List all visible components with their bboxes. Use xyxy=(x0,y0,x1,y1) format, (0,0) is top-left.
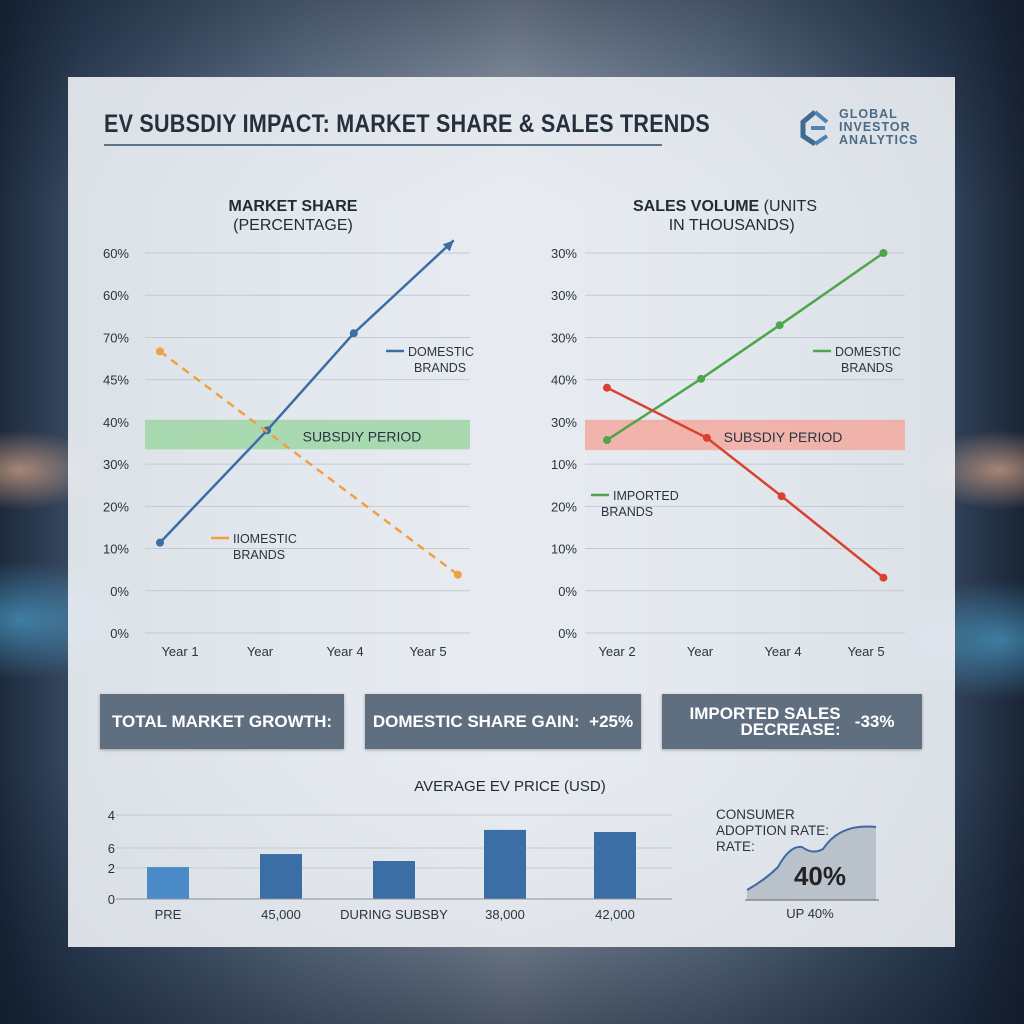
stat-imported-sales-decrease: IMPORTED SALES DECREASE: -33% xyxy=(662,694,922,749)
adoption-sparkline: 40% xyxy=(745,825,879,901)
y-tick-label: 0% xyxy=(110,626,129,641)
legend-label: DOMESTIC xyxy=(408,345,474,359)
y-tick-label: 30% xyxy=(103,457,129,472)
legend-label: IIOMESTIC xyxy=(233,532,297,546)
subsidy-band xyxy=(145,419,470,450)
y-tick-label: 70% xyxy=(103,330,129,345)
sales-volume-title: SALES VOLUME (UNITS IN THOUSANDS) xyxy=(600,197,850,235)
adoption-label-line: CONSUMER xyxy=(716,807,795,822)
y-tick-label: 45% xyxy=(103,373,129,388)
chart-subtitle: (UNITS xyxy=(763,198,817,215)
stat-total-market-growth: TOTAL MARKET GROWTH: xyxy=(100,694,344,749)
chart-subtitle: (PERCENTAGE) xyxy=(233,217,353,234)
data-point xyxy=(156,538,164,547)
logo-line: INVESTOR xyxy=(839,120,911,134)
data-point xyxy=(453,570,462,579)
data-point xyxy=(349,329,358,338)
series-line xyxy=(159,350,459,576)
price-chart-title: AVERAGE EV PRICE (USD) xyxy=(414,778,606,795)
legend-label: BRANDS xyxy=(414,361,466,375)
logo: GLOBAL INVESTOR ANALYTICS xyxy=(797,108,918,147)
logo-icon xyxy=(800,109,829,146)
y-tick-label: 40% xyxy=(103,415,129,430)
x-tick-label: Year 1 xyxy=(161,644,198,659)
stat-label: DECREASE: xyxy=(740,719,841,739)
adoption-value: 40% xyxy=(794,861,846,891)
adoption-area xyxy=(747,826,876,900)
logo-line: ANALYTICS xyxy=(839,133,919,147)
adoption-line xyxy=(746,825,877,891)
series-line xyxy=(159,239,455,544)
y-tick-label: 60% xyxy=(103,288,129,303)
adoption-label-line: ADOPTION RATE: xyxy=(716,823,830,838)
stat-label: TOTAL MARKET GROWTH: xyxy=(111,711,333,731)
logo-line: GLOBAL xyxy=(839,107,898,121)
x-tick-label: Year 4 xyxy=(326,644,363,659)
x-tick-label: Year xyxy=(247,644,274,659)
subsidy-band-label: SUBSDIY PERIOD xyxy=(303,428,422,444)
y-tick-label: 10% xyxy=(103,542,129,557)
legend-label: BRANDS xyxy=(233,548,285,562)
adoption-label: CONSUMER ADOPTION RATE: RATE: xyxy=(716,807,829,855)
y-tick-label: 20% xyxy=(103,499,129,514)
market-share-title: MARKET SHARE (PERCENTAGE) xyxy=(193,197,393,235)
chart-title: MARKET SHARE xyxy=(228,198,358,215)
stat-domestic-share-gain: DOMESTIC SHARE GAIN: +25% xyxy=(365,694,641,749)
stat-label: IMPORTED SALES xyxy=(689,703,841,723)
page-title: EV SUBSDIY IMPACT: MARKET SHARE & SALES … xyxy=(104,110,710,138)
y-tick-label: 60% xyxy=(103,246,129,261)
chart-title: SALES VOLUME xyxy=(632,198,760,215)
adoption-caption: UP 40% xyxy=(786,906,834,921)
arrow-head xyxy=(442,240,454,252)
chart-subtitle: IN THOUSANDS) xyxy=(668,217,795,234)
x-tick-label: Year 5 xyxy=(409,644,446,659)
title-underline xyxy=(104,144,662,146)
stat-value: +25% xyxy=(589,711,634,731)
stat-value: -33% xyxy=(854,711,895,731)
adoption-label-line: RATE: xyxy=(716,839,755,854)
data-point xyxy=(156,347,164,356)
y-tick-label: 0% xyxy=(110,584,129,599)
stat-label: DOMESTIC SHARE GAIN: xyxy=(372,711,580,731)
